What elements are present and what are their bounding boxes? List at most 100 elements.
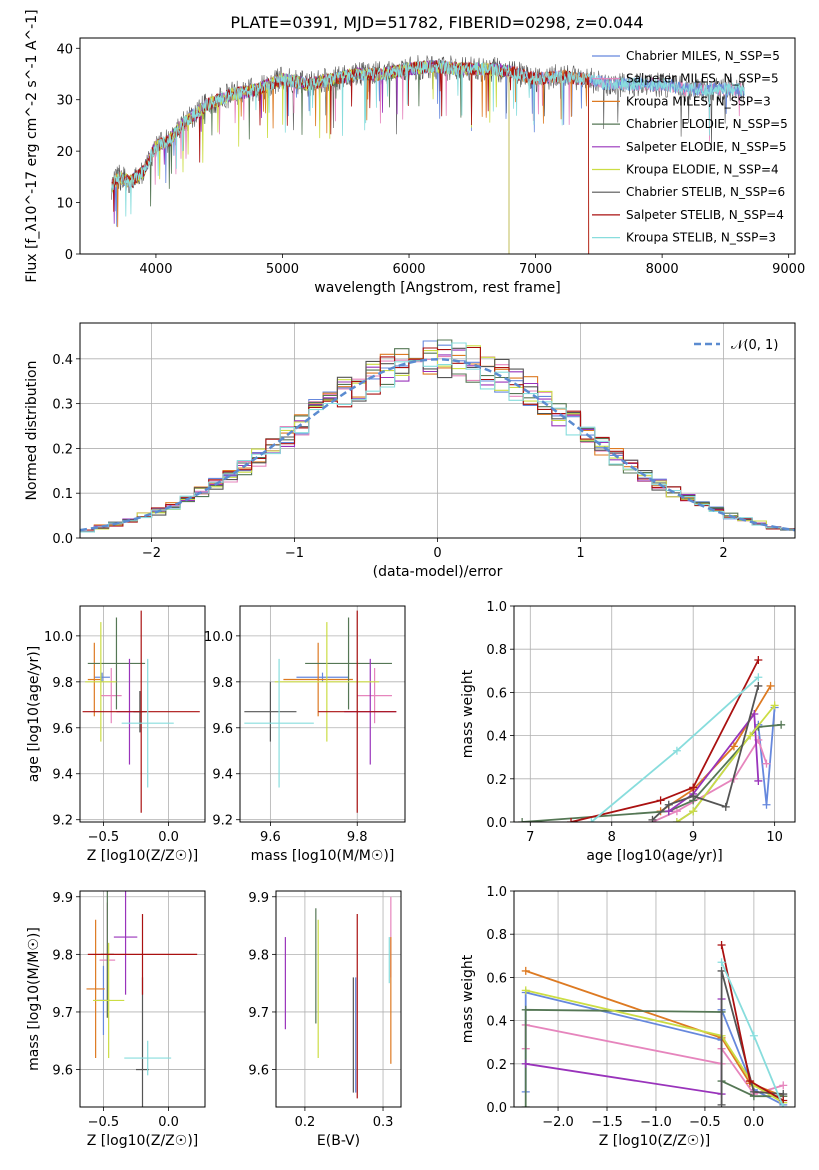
plot-area [80,339,795,533]
x-tick-label: 10 [766,830,783,845]
data-point [717,966,726,975]
y-tick-label: 9.6 [212,722,233,737]
data-point [717,1100,726,1107]
y-tick-label: 0.2 [486,1058,507,1073]
y-tick-label: 0.0 [486,1101,507,1116]
data-point [717,941,726,949]
y-tick-label: 0.8 [486,643,507,658]
x-axis-label: Z [log10(Z/Z☉)] [87,1133,199,1149]
plot-area [111,55,745,254]
y-tick-label: 9.8 [248,948,269,963]
legend-label: Kroupa ELODIE, N_SSP=4 [626,163,779,177]
y-tick-label: 0.4 [486,1015,507,1030]
data-point [648,815,657,822]
y-tick-label: 0.0 [486,816,507,831]
normal-curve [80,358,795,532]
data-point [749,1087,758,1096]
figure-title: PLATE=0391, MJD=51782, FIBERID=0298, z=0… [230,13,643,32]
y-tick-label: 0.8 [486,928,507,943]
y-tick-label: 9.4 [212,768,233,783]
data-point [521,1059,530,1068]
data-point [729,742,738,751]
axes-frame [79,37,796,255]
y-axis-label: Normed distribution [24,361,40,501]
y-tick-label: 1.0 [486,600,507,615]
panel-massweight-vs-Z: −2.0 −1.5 −1.0 −0.5 0.0 0.0 0.2 0.4 0.6 0.8 1.0 Z [… [460,885,796,1149]
x-tick-label: 8000 [646,262,679,277]
data-point [717,958,726,967]
y-tick-label: 10.0 [204,630,233,645]
data-point [766,681,775,690]
series-line [651,685,760,821]
x-tick-label: 4000 [139,262,172,277]
data-point [672,818,681,822]
panel-mass-vs-EBV: 0.2 0.3 9.6 9.7 9.8 9.9 E(B-V) [248,890,402,1149]
x-axis-label: (data-model)/error [373,564,503,580]
data-point [689,792,698,801]
legend-label: 𝒩(0, 1) [731,338,778,353]
data-point [521,1005,530,1014]
legend-label: Salpeter STELIB, N_SSP=4 [626,208,784,222]
y-tick-label: 9.8 [52,676,73,691]
axes-frame [513,890,796,1108]
x-tick-label: 2 [719,546,727,561]
series-line [676,704,776,822]
x-tick-label: 9000 [772,262,805,277]
y-tick-label: 0.6 [486,686,507,701]
legend-label: Salpeter ELODIE, N_SSP=5 [626,140,787,154]
x-tick-label: 7000 [519,262,552,277]
x-tick-label: 1 [576,546,584,561]
panel-massweight-vs-age: 7 8 9 10 0.0 0.2 0.4 0.6 0.8 1.0 age [log10(age/yr… [460,600,796,864]
y-tick-label: 9.4 [52,768,73,783]
axes-frame [239,605,406,823]
legend-label: Kroupa MILES, N_SSP=3 [626,94,771,108]
panel-age-vs-mass: 9.6 9.8 9.2 9.4 9.6 9.8 10.0 mass [log10(M/M☉)] [204,605,406,864]
y-tick-label: 0.1 [52,487,73,502]
y-tick-label: 30 [56,94,73,109]
data-point [746,731,755,740]
data-point [664,800,673,809]
x-tick-label: 7 [526,830,534,845]
x-tick-label: 9.6 [260,830,281,845]
data-point [754,776,763,785]
data-point [521,986,530,995]
series-line [570,659,760,822]
x-tick-label: −1 [285,546,304,561]
y-tick-label: 0.0 [52,532,73,547]
y-axis-label: mass [log10(M/M☉)] [26,927,42,1071]
plot-area [518,656,786,822]
y-tick-label: 0.2 [486,773,507,788]
data-point [777,720,786,729]
x-tick-label: −0.5 [88,830,120,845]
y-tick-label: 9.6 [248,1064,269,1079]
y-tick-label: 9.6 [52,722,73,737]
axes-frame [79,605,206,823]
data-point [779,1103,788,1107]
axes-frame [79,322,796,539]
y-tick-label: 1.0 [486,885,507,900]
series-line [668,711,760,812]
data-point [749,1031,758,1040]
y-tick-label: 0.2 [52,442,73,457]
x-tick-label: 0.0 [744,1115,765,1130]
data-point [754,673,763,682]
x-axis-label: age [log10(age/yr)] [586,848,722,864]
y-axis-label: age [log10(age/yr)] [26,646,42,782]
y-tick-label: 9.8 [212,676,233,691]
data-point [672,746,681,755]
y-tick-label: 0.4 [52,353,73,368]
plot-area [284,896,392,1099]
series-line [525,989,784,1104]
y-tick-label: 0.6 [486,971,507,986]
x-tick-label: 0.0 [158,830,179,845]
legend-label: Salpeter MILES, N_SSP=5 [626,72,779,86]
y-tick-label: 9.9 [52,891,73,906]
data-point [567,818,576,822]
x-tick-label: 0.3 [373,1115,394,1130]
x-tick-label: −0.5 [689,1115,721,1130]
x-tick-label: −2.0 [542,1115,574,1130]
series-line [525,970,784,1098]
y-tick-label: 0.3 [52,398,73,413]
panel-residuals: −2 −1 0 1 2 0.0 0.1 0.2 0.3 0.4 (data-model)/error… [24,322,796,580]
data-point [689,783,698,792]
